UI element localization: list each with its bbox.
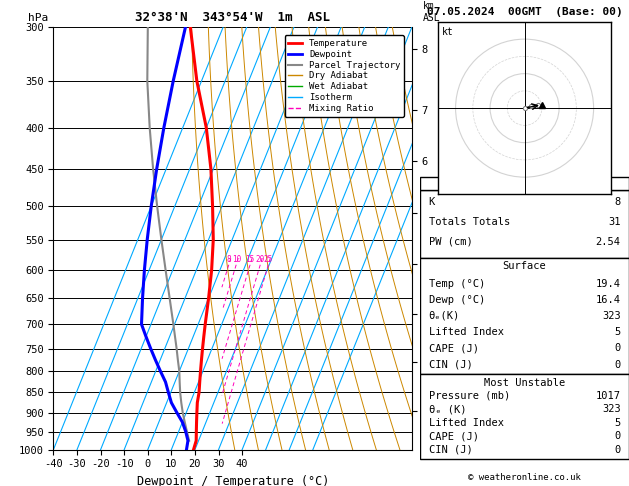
Bar — [420, 374, 629, 459]
Text: 19.4: 19.4 — [596, 278, 621, 289]
Title: 32°38'N  343°54'W  1m  ASL: 32°38'N 343°54'W 1m ASL — [135, 11, 330, 24]
Text: km
ASL: km ASL — [423, 1, 440, 22]
Text: 1017: 1017 — [596, 391, 621, 401]
Text: Lifted Index: Lifted Index — [428, 418, 504, 428]
Text: θₑ(K): θₑ(K) — [428, 311, 460, 321]
Text: 8: 8 — [226, 255, 231, 264]
Text: CAPE (J): CAPE (J) — [428, 343, 479, 353]
Text: 8: 8 — [615, 196, 621, 207]
Text: 5: 5 — [615, 418, 621, 428]
Text: Lifted Index: Lifted Index — [428, 327, 504, 337]
Text: 31: 31 — [608, 217, 621, 226]
Text: 2.54: 2.54 — [596, 237, 621, 246]
Text: © weatheronline.co.uk: © weatheronline.co.uk — [468, 473, 581, 482]
Text: 0: 0 — [615, 445, 621, 455]
Bar — [420, 190, 629, 258]
Text: Mixing Ratio (g/kg): Mixing Ratio (g/kg) — [443, 182, 453, 294]
Text: CIN (J): CIN (J) — [428, 360, 472, 369]
Text: 0: 0 — [615, 343, 621, 353]
Text: Temp (°C): Temp (°C) — [428, 278, 485, 289]
Text: 323: 323 — [602, 311, 621, 321]
X-axis label: Dewpoint / Temperature (°C): Dewpoint / Temperature (°C) — [136, 475, 329, 486]
Text: 0: 0 — [615, 431, 621, 441]
Text: K: K — [428, 196, 435, 207]
Text: hPa: hPa — [28, 13, 48, 22]
Text: CAPE (J): CAPE (J) — [428, 431, 479, 441]
Text: Surface: Surface — [503, 261, 547, 272]
Text: 15: 15 — [245, 255, 255, 264]
Legend: Temperature, Dewpoint, Parcel Trajectory, Dry Adiabat, Wet Adiabat, Isotherm, Mi: Temperature, Dewpoint, Parcel Trajectory… — [284, 35, 404, 117]
Text: 07.05.2024  00GMT  (Base: 00): 07.05.2024 00GMT (Base: 00) — [426, 7, 623, 17]
Text: θₑ (K): θₑ (K) — [428, 404, 466, 415]
Text: PW (cm): PW (cm) — [428, 237, 472, 246]
Text: 10: 10 — [231, 255, 241, 264]
Text: LCL: LCL — [419, 436, 435, 445]
Bar — [420, 177, 629, 190]
Text: 25: 25 — [264, 255, 273, 264]
Text: 323: 323 — [602, 404, 621, 415]
Text: Dewp (°C): Dewp (°C) — [428, 295, 485, 305]
Text: Totals Totals: Totals Totals — [428, 217, 509, 226]
Text: kt: kt — [442, 27, 454, 37]
Text: Hodograph: Hodograph — [496, 179, 553, 189]
Text: Pressure (mb): Pressure (mb) — [428, 391, 509, 401]
Text: 16.4: 16.4 — [596, 295, 621, 305]
Text: 5: 5 — [615, 327, 621, 337]
Text: 20: 20 — [256, 255, 265, 264]
Text: Most Unstable: Most Unstable — [484, 378, 565, 388]
Bar — [420, 258, 629, 374]
Text: 0: 0 — [615, 360, 621, 369]
Text: CIN (J): CIN (J) — [428, 445, 472, 455]
